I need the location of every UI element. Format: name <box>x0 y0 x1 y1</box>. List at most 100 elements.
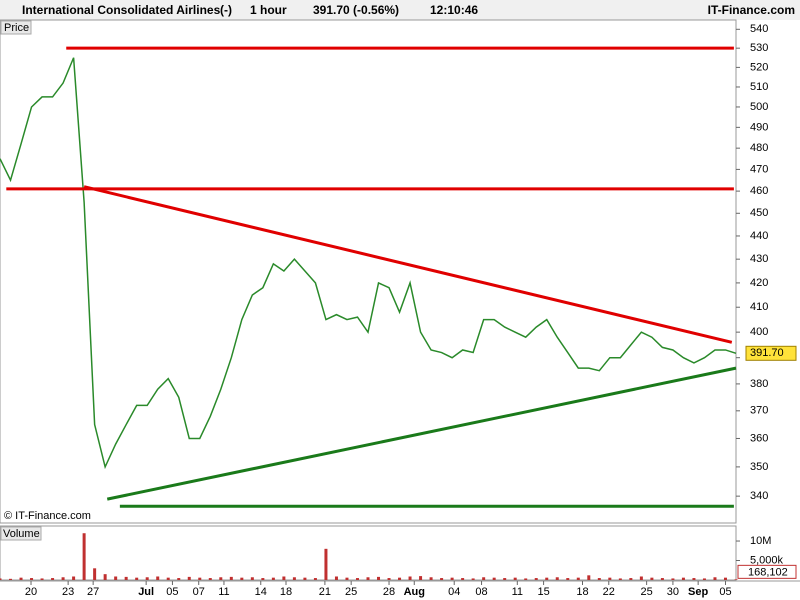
volume-bar <box>471 578 475 580</box>
y-tick-label: 420 <box>750 277 768 289</box>
volume-bar <box>408 576 412 580</box>
x-tick-label: 25 <box>641 586 653 598</box>
panel-label-box <box>0 526 42 541</box>
volume-bar <box>313 578 317 580</box>
volume-bar <box>429 577 433 580</box>
x-tick-label: 05 <box>166 586 178 598</box>
volume-y-tick-label: 5,000k <box>750 554 784 566</box>
y-tick-label: 510 <box>750 81 768 93</box>
volume-bar <box>639 576 643 580</box>
volume-bar <box>723 577 727 580</box>
x-tick-label: 15 <box>537 586 549 598</box>
volume-bar <box>587 575 591 580</box>
x-tick-label: 28 <box>383 586 395 598</box>
y-tick-label: 350 <box>750 461 768 473</box>
volume-bar <box>40 578 44 580</box>
volume-bar <box>398 577 402 580</box>
x-tick-label: 25 <box>345 586 357 598</box>
y-tick-label: 500 <box>750 101 768 113</box>
x-tick-label: 14 <box>255 586 267 598</box>
copyright: © IT-Finance.com <box>4 510 91 522</box>
last-volume-label: 168,102 <box>748 566 788 578</box>
volume-bar <box>9 578 13 580</box>
x-tick-label: 08 <box>475 586 487 598</box>
x-tick-label: 07 <box>193 586 205 598</box>
volume-bar <box>681 577 685 580</box>
volume-bar <box>555 577 559 580</box>
x-tick-label: 05 <box>719 586 731 598</box>
y-tick-label: 530 <box>750 42 768 54</box>
volume-bar <box>597 578 601 580</box>
y-tick-label: 400 <box>750 326 768 338</box>
x-tick-label: 30 <box>667 586 679 598</box>
last-price-tag <box>745 345 797 361</box>
volume-bar <box>208 578 212 580</box>
volume-bar <box>324 548 328 580</box>
x-tick-label: 22 <box>603 586 615 598</box>
y-tick-label: 440 <box>750 230 768 242</box>
volume-bar <box>135 577 139 580</box>
y-tick-label: 380 <box>750 378 768 390</box>
trend-line <box>83 185 733 344</box>
x-tick-label: Jul <box>138 586 154 598</box>
volume-bar <box>103 574 107 580</box>
volume-bar <box>524 578 528 580</box>
x-tick-label: 11 <box>218 586 229 598</box>
volume-bar <box>240 577 244 580</box>
volume-bar <box>545 577 549 580</box>
y-tick-label: 410 <box>750 301 768 313</box>
volume-bar <box>219 577 223 580</box>
volume-bar <box>734 579 738 580</box>
volume-bar <box>250 577 254 580</box>
x-tick-label: 11 <box>512 586 523 598</box>
x-tick-label: Aug <box>404 586 425 598</box>
y-tick-label: 520 <box>750 61 768 73</box>
volume-bar <box>377 576 381 580</box>
volume-bar <box>229 576 233 580</box>
volume-bar <box>503 578 507 580</box>
price-frame <box>0 19 737 524</box>
x-tick-label: 04 <box>448 586 460 598</box>
volume-bar <box>482 577 486 580</box>
volume-bar <box>30 578 34 580</box>
volume-y-tick-label: 10M <box>750 535 771 547</box>
volume-bar <box>419 576 423 580</box>
volume-bar <box>355 578 359 580</box>
volume-bar <box>650 577 654 580</box>
volume-bar <box>93 568 97 580</box>
volume-bar <box>82 533 86 580</box>
volume-bar <box>702 578 706 580</box>
y-tick-label: 340 <box>750 490 768 502</box>
volume-bar <box>366 577 370 580</box>
volume-bar <box>450 577 454 580</box>
panel-label-box <box>0 20 32 35</box>
volume-bar <box>51 578 55 580</box>
volume-bar <box>145 577 149 580</box>
volume-bar <box>440 578 444 580</box>
header-bar <box>0 0 800 20</box>
volume-bar <box>292 577 296 580</box>
volume-bar <box>534 578 538 580</box>
brand: IT-Finance.com <box>708 3 795 17</box>
volume-bar <box>566 578 570 580</box>
header-market: (-) <box>220 3 232 17</box>
x-tick-label: 18 <box>280 586 292 598</box>
volume-bar <box>692 578 696 580</box>
volume-bar <box>513 577 517 580</box>
volume-bar <box>576 577 580 580</box>
chart-title: International Consolidated Airlines <box>22 3 221 17</box>
x-tick-label: 20 <box>25 586 37 598</box>
y-tick-label: 460 <box>750 185 768 197</box>
x-tick-label: 23 <box>62 586 74 598</box>
volume-bar <box>198 577 202 580</box>
y-tick-label: 470 <box>750 163 768 175</box>
volume-panel-label: Volume <box>3 528 40 540</box>
volume-bar <box>19 577 23 580</box>
volume-bar <box>629 578 633 580</box>
volume-bar <box>166 577 170 580</box>
volume-bar <box>187 576 191 580</box>
x-tick-label: 27 <box>87 586 99 598</box>
volume-bar <box>618 578 622 580</box>
